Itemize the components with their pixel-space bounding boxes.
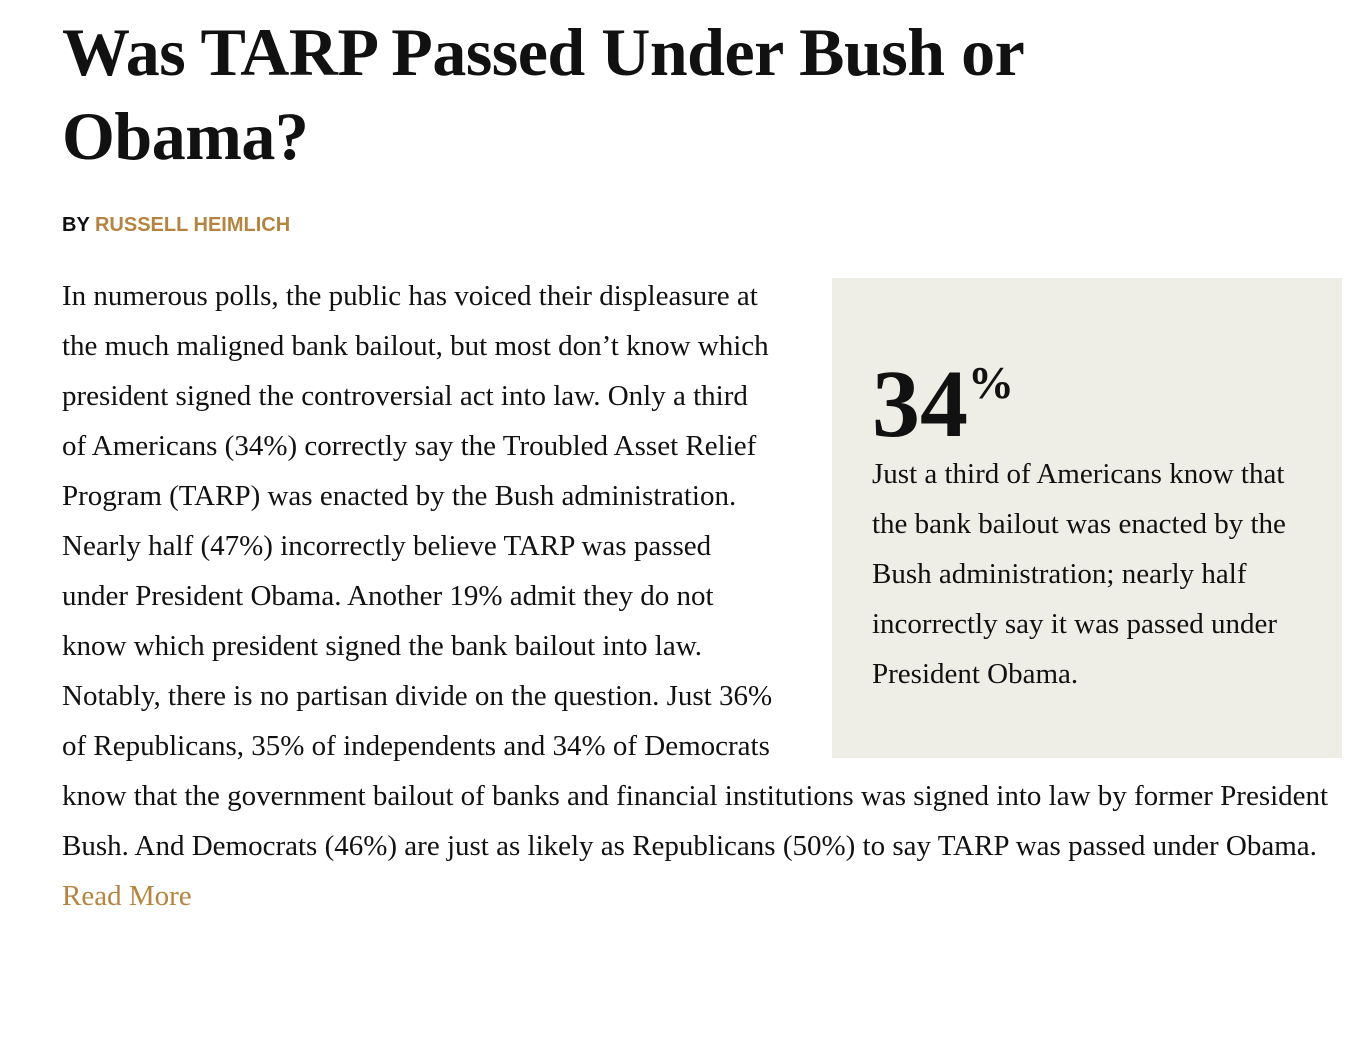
pullquote-value: 34 [872,350,968,457]
pullquote-number: 34% [872,338,1302,452]
read-more-link[interactable]: Read More [62,880,192,912]
byline: BY RUSSELL HEIMLICH [62,214,1342,237]
pullquote-text: Just a third of Americans know that the … [872,458,1286,690]
byline-prefix: BY [62,214,90,236]
title: Was TARP Passed Under Bush or Obama? [62,14,1024,174]
body-text: In numerous polls, the public has voiced… [62,280,1329,862]
article-body: 34% Just a third of Americans know that … [62,271,1342,921]
pullquote-unit: % [968,357,1014,408]
article: Was TARP Passed Under Bush or Obama? BY … [62,0,1342,921]
author[interactable]: RUSSELL HEIMLICH [94,214,291,236]
pullquote: 34% Just a third of Americans know that … [832,278,1342,758]
